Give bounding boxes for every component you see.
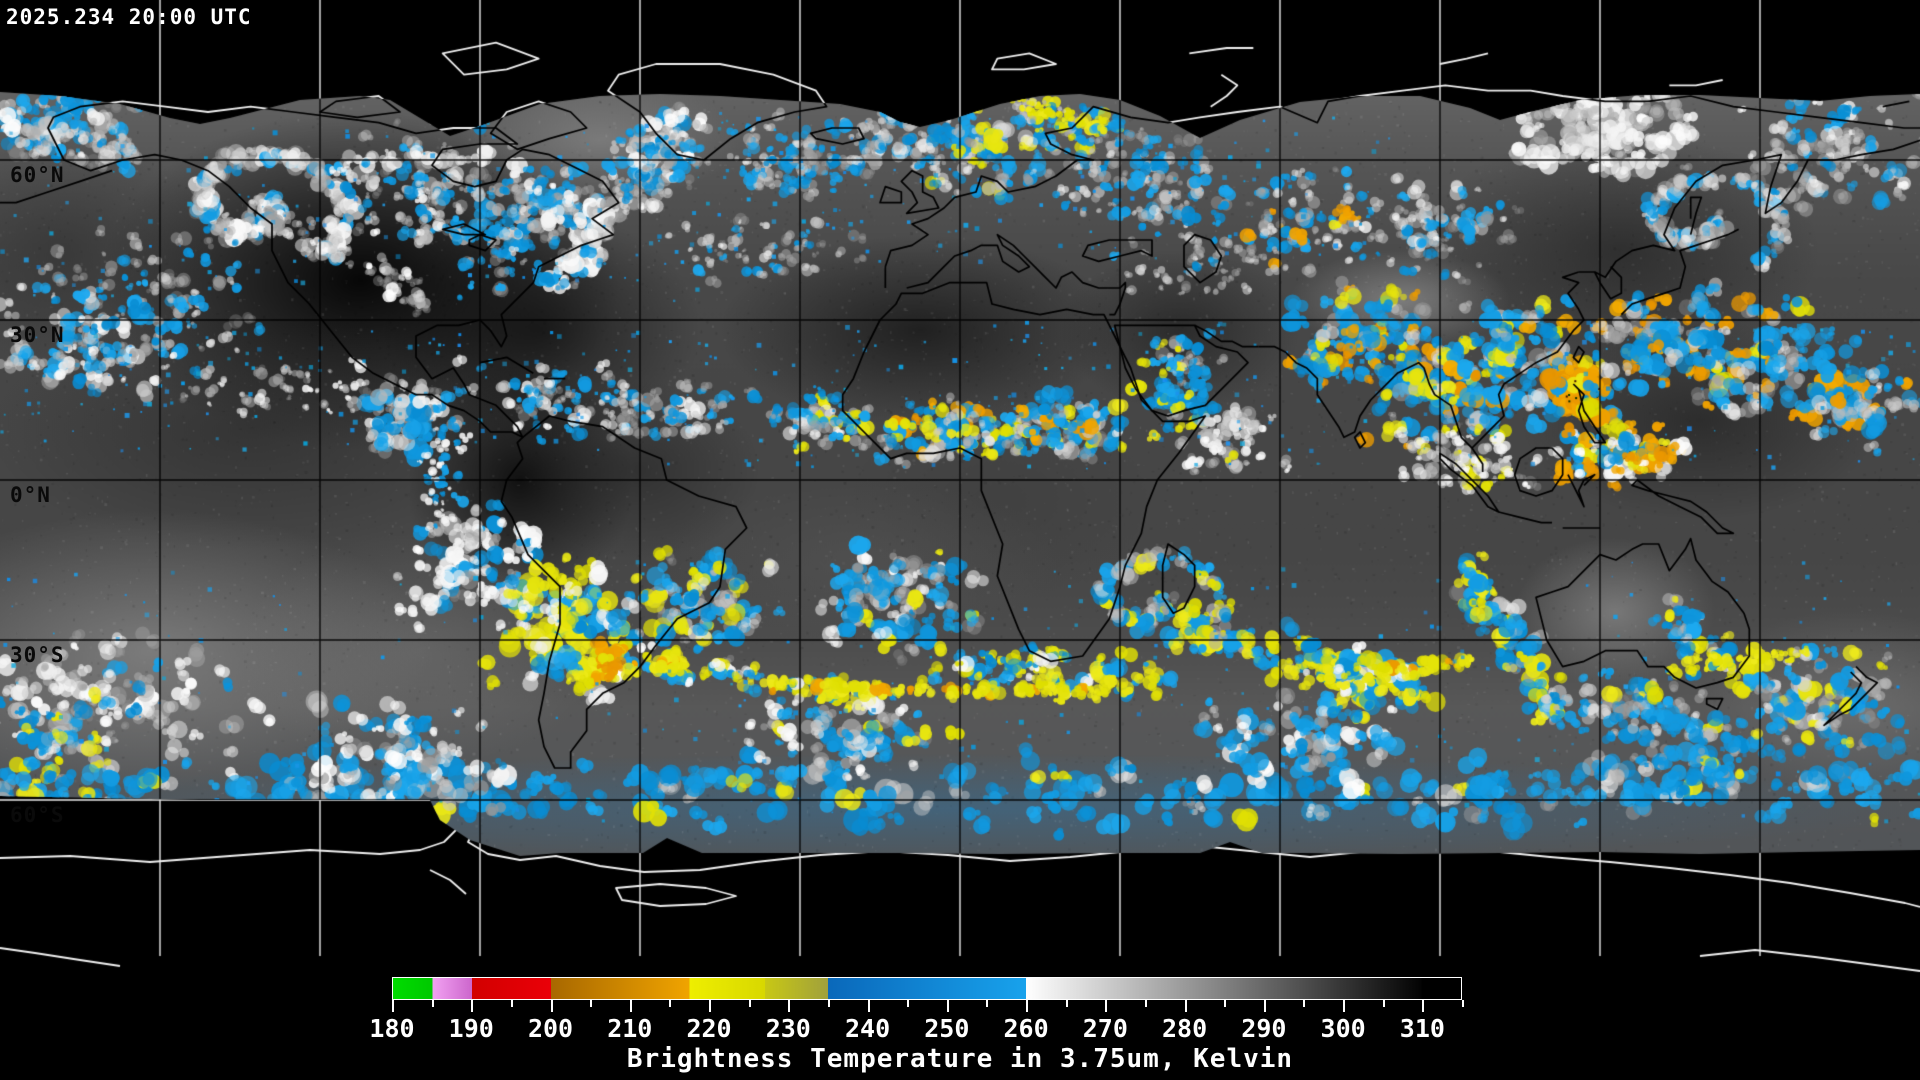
colorbar-tick-label: 200 bbox=[527, 1014, 574, 1043]
colorbar-tick bbox=[510, 1000, 513, 1007]
colorbar-tick-label: 310 bbox=[1399, 1014, 1445, 1043]
latitude-label: 30°N bbox=[10, 323, 65, 347]
colorbar-title: Brightness Temperature in 3.75um, Kelvin bbox=[626, 1044, 1294, 1074]
colorbar-tick bbox=[1184, 1000, 1187, 1012]
colorbar-tick-label: 300 bbox=[1320, 1014, 1366, 1043]
colorbar-tick bbox=[590, 1000, 593, 1007]
latitude-label: 60°N bbox=[10, 163, 65, 187]
colorbar-tick bbox=[748, 1000, 751, 1007]
colorbar-tick bbox=[1105, 1000, 1108, 1012]
colorbar-tick bbox=[392, 1000, 394, 1012]
colorbar-tick-label: 240 bbox=[844, 1014, 891, 1043]
colorbar-tick-label: 180 bbox=[369, 1014, 415, 1043]
colorbar-tick-label: 250 bbox=[924, 1014, 970, 1043]
colorbar-tick bbox=[709, 1000, 712, 1012]
colorbar-tick bbox=[907, 1000, 910, 1007]
colorbar-tick-label: 270 bbox=[1082, 1014, 1128, 1043]
colorbar-tick bbox=[550, 1000, 553, 1012]
colorbar-tick-label: 260 bbox=[1003, 1014, 1049, 1043]
colorbar-tick bbox=[946, 1000, 949, 1012]
colorbar-tick-label: 210 bbox=[607, 1014, 653, 1043]
colorbar-tick-label: 190 bbox=[448, 1014, 494, 1043]
colorbar-tick bbox=[1422, 1000, 1425, 1012]
colorbar-tick bbox=[788, 1000, 791, 1012]
colorbar-tick bbox=[431, 1000, 434, 1007]
colorbar-tick bbox=[827, 1000, 830, 1007]
colorbar-tick bbox=[986, 1000, 989, 1007]
colorbar-tick bbox=[1343, 1000, 1346, 1012]
colorbar-tick-label: 220 bbox=[686, 1014, 732, 1043]
latitude-label: 60°S bbox=[10, 803, 65, 827]
colorbar-tick bbox=[471, 1000, 474, 1012]
latitude-label: 30°S bbox=[10, 643, 65, 667]
colorbar-gradient-bar bbox=[392, 977, 1462, 1000]
colorbar-tick bbox=[1263, 1000, 1266, 1012]
colorbar-tick-label: 230 bbox=[765, 1014, 811, 1043]
latitude-label: 0°N bbox=[10, 483, 51, 507]
colorbar-tick bbox=[1382, 1000, 1385, 1007]
colorbar-tick bbox=[1026, 1000, 1029, 1012]
colorbar-tick bbox=[1065, 1000, 1068, 1007]
colorbar-tick bbox=[629, 1000, 632, 1012]
colorbar-tick-label: 280 bbox=[1162, 1014, 1208, 1043]
colorbar-tick bbox=[867, 1000, 870, 1012]
colorbar-tick bbox=[669, 1000, 672, 1007]
colorbar-tick bbox=[1303, 1000, 1306, 1007]
timestamp-label: 2025.234 20:00 UTC bbox=[6, 5, 252, 29]
colorbar-tick bbox=[1224, 1000, 1227, 1007]
colorbar-tick-label: 290 bbox=[1241, 1014, 1287, 1043]
colorbar: 180 190 200 210 220 230 240 250 260 270 280 290 300 3… bbox=[0, 960, 1920, 1080]
colorbar-tick bbox=[1462, 1000, 1464, 1007]
colorbar-tick bbox=[1144, 1000, 1147, 1007]
